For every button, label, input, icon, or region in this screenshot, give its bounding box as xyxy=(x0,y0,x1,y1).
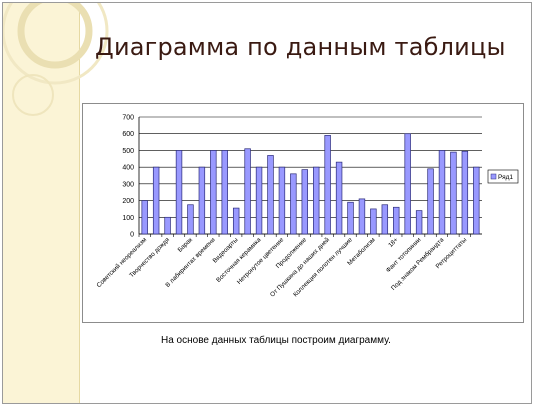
y-tick-label: 0 xyxy=(130,232,134,239)
side-band-divider xyxy=(79,3,80,403)
bar xyxy=(347,201,354,235)
decorative-circles-icon xyxy=(3,3,109,116)
bar xyxy=(152,166,160,235)
bar xyxy=(427,168,434,235)
chart-frame: 0 100 200 300 400 500 600 700 Советский неореали… xyxy=(82,103,524,323)
legend-entry: Ряд1 xyxy=(498,174,513,181)
bar xyxy=(358,198,366,235)
y-tick-label: 600 xyxy=(122,131,134,138)
y-tick-label: 400 xyxy=(122,165,134,172)
bar xyxy=(461,150,469,235)
bar xyxy=(438,150,446,235)
bar xyxy=(393,206,400,235)
bar xyxy=(141,200,148,235)
bar xyxy=(290,173,297,235)
bar xyxy=(210,150,217,235)
slide-caption: На основе данных таблицы построим диагра… xyxy=(161,335,391,346)
y-tick-label: 500 xyxy=(122,148,134,155)
bar xyxy=(415,210,423,235)
bar xyxy=(232,207,240,235)
y-tick-label: 200 xyxy=(122,198,134,205)
bar xyxy=(244,148,251,235)
bar xyxy=(324,135,331,235)
decorative-side-band xyxy=(3,3,79,403)
x-tick-label: Барак xyxy=(177,236,194,253)
bar xyxy=(198,166,206,235)
bar xyxy=(301,169,308,235)
bar xyxy=(404,133,411,235)
bar xyxy=(313,166,320,235)
x-tick-label: 18+ xyxy=(387,236,400,249)
x-tick-label: Творчество дождя xyxy=(128,236,171,279)
legend-swatch xyxy=(490,173,497,180)
bar xyxy=(164,216,171,235)
bar xyxy=(255,166,263,235)
bar xyxy=(175,150,183,235)
bar xyxy=(221,150,228,235)
slide-title: Диаграмма по данным таблицы xyxy=(95,33,506,61)
bar xyxy=(187,204,194,235)
bar xyxy=(370,208,377,235)
y-tick-label: 100 xyxy=(122,215,134,222)
legend-box xyxy=(487,169,519,184)
bar xyxy=(381,204,389,235)
y-tick-label: 700 xyxy=(122,115,134,122)
bar xyxy=(278,166,286,235)
y-tick-label: 300 xyxy=(122,181,134,188)
bar xyxy=(267,155,274,235)
bar xyxy=(450,151,457,235)
bar xyxy=(473,166,480,235)
bar xyxy=(335,161,343,235)
